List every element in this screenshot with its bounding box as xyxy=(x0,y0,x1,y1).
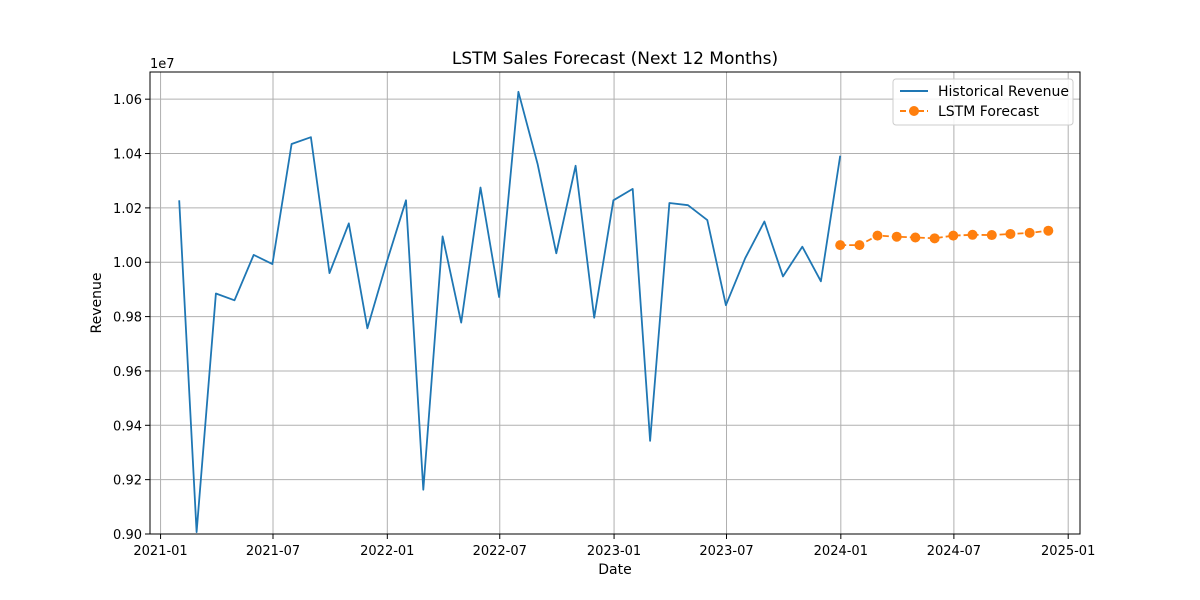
x-axis-title: Date xyxy=(598,562,631,578)
chart-title: LSTM Sales Forecast (Next 12 Months) xyxy=(452,49,778,69)
x-tick-label: 2025-01 xyxy=(1041,544,1095,559)
x-tick-label: 2022-07 xyxy=(473,544,527,559)
forecast-point xyxy=(835,240,846,251)
forecast-point xyxy=(1024,227,1035,238)
forecast-point xyxy=(1043,225,1054,236)
y-tick-label: 0.96 xyxy=(113,365,142,380)
x-tick-label: 2021-07 xyxy=(246,544,300,559)
legend-label-forecast: LSTM Forecast xyxy=(938,104,1040,120)
forecast-point xyxy=(1005,228,1016,239)
y-tick-label: 0.90 xyxy=(113,528,142,543)
x-tick-label: 2024-07 xyxy=(927,544,981,559)
y-tick-label: 1.06 xyxy=(113,93,142,108)
forecast-point xyxy=(910,232,921,243)
x-tick-label: 2023-01 xyxy=(587,544,641,559)
plot-frame xyxy=(149,71,1081,535)
historical-revenue-line xyxy=(178,90,842,533)
x-tick-label: 2022-01 xyxy=(360,544,414,559)
x-tick-label: 2024-01 xyxy=(814,544,868,559)
legend-marker-forecast xyxy=(909,106,919,116)
legend: Historical Revenue LSTM Forecast xyxy=(892,78,1074,126)
y-tick-label: 1.04 xyxy=(113,148,142,163)
x-tick-label: 2021-01 xyxy=(133,544,187,559)
y-axis-offset-text: 1e7 xyxy=(150,57,175,72)
y-tick-label: 0.98 xyxy=(113,311,142,326)
forecast-point xyxy=(986,230,997,241)
forecast-point xyxy=(929,233,940,244)
forecast-point xyxy=(967,229,978,240)
y-tick-label: 0.94 xyxy=(113,419,142,434)
legend-box xyxy=(892,78,1074,126)
forecast-point xyxy=(948,230,959,241)
forecast-point xyxy=(872,230,883,241)
y-tick-label: 0.92 xyxy=(113,474,142,489)
forecast-point xyxy=(854,240,865,251)
axes: 2021-01 2021-07 2022-01 2022-07 2023-01 2023-… xyxy=(113,93,1095,559)
y-tick-label: 1.00 xyxy=(113,256,142,271)
y-tick-label: 1.02 xyxy=(113,202,142,217)
forecast-point xyxy=(891,231,902,242)
series-group xyxy=(178,90,1054,533)
y-axis-title: Revenue xyxy=(89,273,105,334)
x-tick-label: 2023-07 xyxy=(699,544,753,559)
legend-label-historical: Historical Revenue xyxy=(938,84,1069,100)
